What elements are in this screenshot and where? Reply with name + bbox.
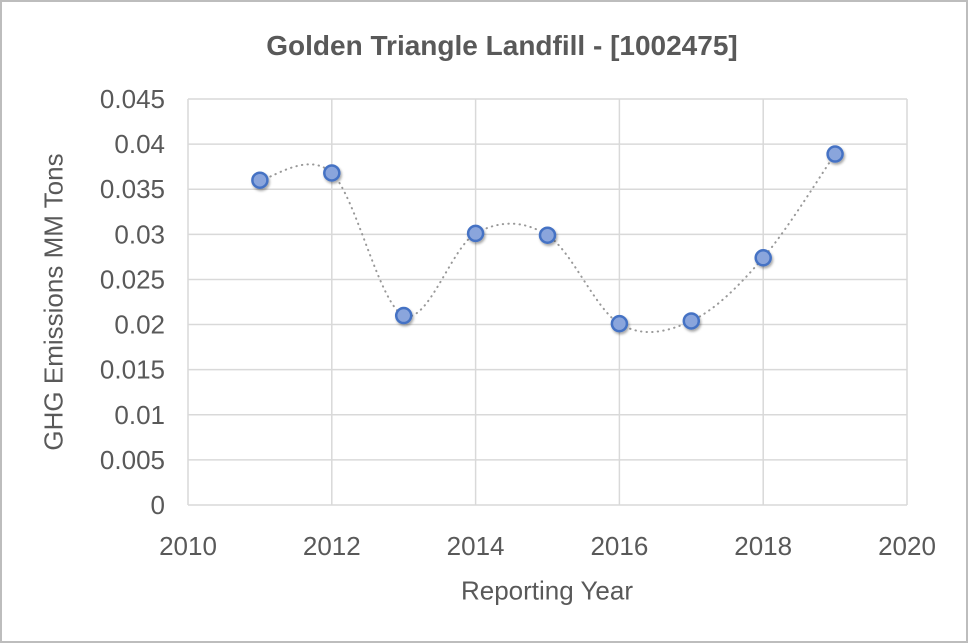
y-tick-label: 0.045 xyxy=(100,84,165,114)
data-point-marker xyxy=(394,306,413,325)
x-tick-labels: 2010 2012 2014 2016 2018 2020 xyxy=(159,531,936,561)
x-tick-label: 2010 xyxy=(159,531,217,561)
data-point-marker xyxy=(754,249,772,267)
data-point-marker xyxy=(466,224,485,243)
data-point-marker xyxy=(251,171,269,189)
y-tick-label: 0.025 xyxy=(100,264,165,294)
chart-title: Golden Triangle Landfill - [1002475] xyxy=(266,30,738,61)
data-point-marker xyxy=(538,226,557,244)
gridlines xyxy=(187,98,908,506)
x-tick-label: 2014 xyxy=(447,531,505,561)
y-tick-label: 0.015 xyxy=(100,355,165,385)
y-tick-label: 0.02 xyxy=(114,310,165,340)
y-tick-label: 0.01 xyxy=(114,400,165,430)
x-tick-label: 2020 xyxy=(878,531,936,561)
data-point-marker xyxy=(610,314,629,333)
data-point-marker xyxy=(323,164,341,182)
y-tick-label: 0.035 xyxy=(100,174,165,204)
data-point-marker xyxy=(826,145,844,163)
x-tick-label: 2012 xyxy=(303,531,361,561)
data-point-marker xyxy=(682,312,701,330)
y-tick-label: 0.04 xyxy=(114,129,165,159)
y-tick-label: 0.005 xyxy=(100,445,165,475)
data-points xyxy=(251,145,844,333)
x-axis-title: Reporting Year xyxy=(460,575,634,606)
y-tick-label: 0 xyxy=(151,490,165,520)
y-tick-labels: 0 0.005 0.01 0.015 0.02 0.025 0.03 0.035 0.04 0.0… xyxy=(100,84,165,520)
y-tick-label: 0.03 xyxy=(114,219,165,249)
x-tick-label: 2018 xyxy=(734,531,792,561)
x-tick-label: 2016 xyxy=(590,531,648,561)
